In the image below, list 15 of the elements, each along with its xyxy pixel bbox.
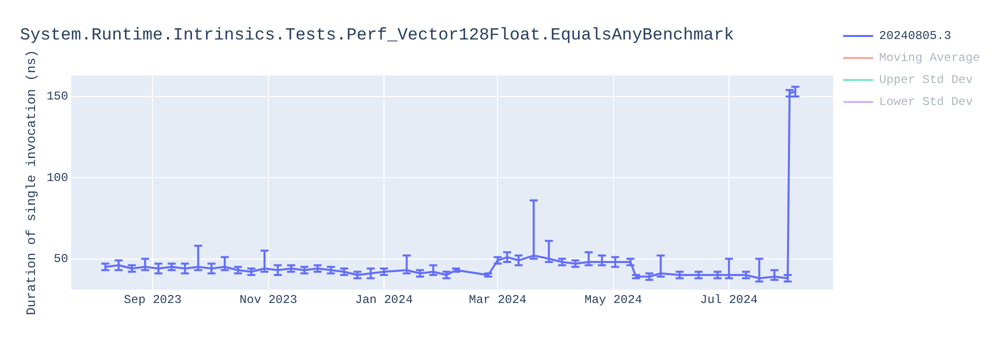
legend-label: Upper Std Dev: [879, 73, 973, 88]
legend-label: Lower Std Dev: [879, 95, 973, 110]
y-tick-label: 150: [46, 90, 68, 104]
y-axis-title: Duration of single invocation (ns): [24, 50, 40, 316]
x-tick-label: Mar 2024: [468, 292, 526, 307]
x-tick-label: Nov 2023: [240, 292, 298, 307]
x-tick-label: Jan 2024: [355, 292, 413, 307]
legend-label: 20240805.3: [879, 29, 952, 44]
chart-title: System.Runtime.Intrinsics.Tests.Perf_Vector128Float.EqualsAnyBenchmark: [20, 26, 734, 46]
y-tick-label: 50: [54, 252, 68, 266]
legend-label: Moving Average: [879, 51, 980, 66]
x-tick-label: Jul 2024: [700, 292, 758, 307]
x-tick-label: Sep 2023: [124, 292, 182, 307]
y-tick-label: 100: [46, 170, 68, 185]
x-tick-label: May 2024: [584, 292, 642, 307]
